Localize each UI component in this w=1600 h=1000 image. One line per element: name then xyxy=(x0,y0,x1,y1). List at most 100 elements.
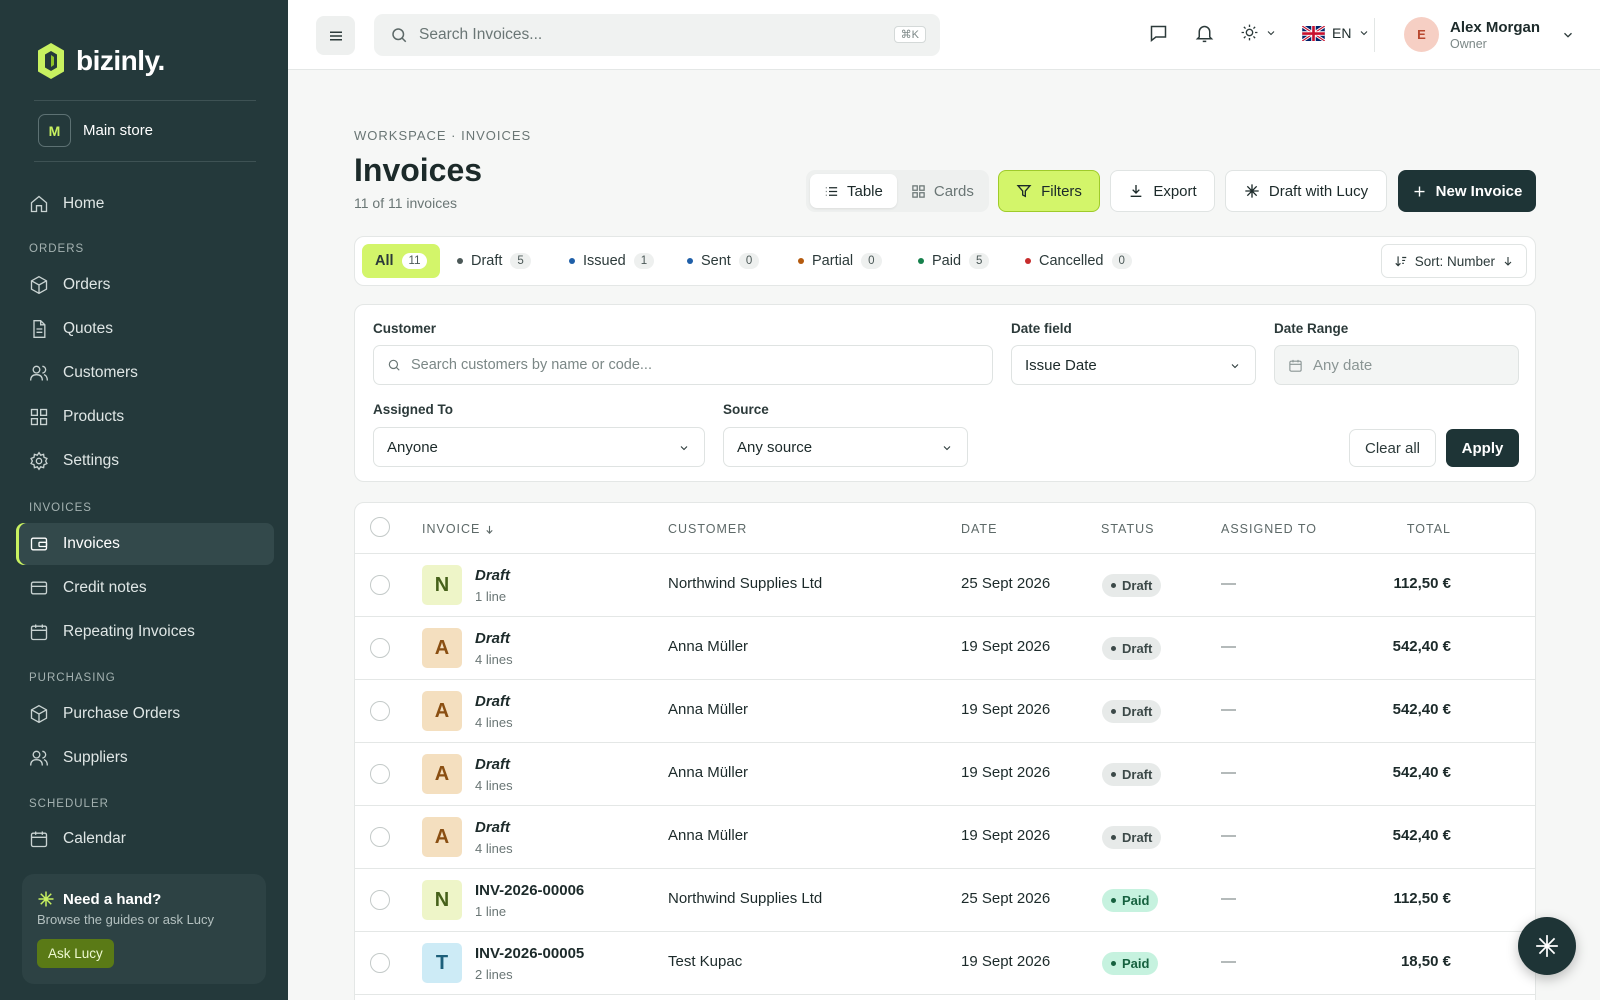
invoice-date: 19 Sept 2026 xyxy=(961,701,1051,718)
table-row[interactable]: A Draft 4 lines Anna Müller 19 Sept 2026 Draf… xyxy=(355,680,1535,743)
view-table-button[interactable]: Table xyxy=(810,174,897,208)
messages-button[interactable] xyxy=(1148,23,1169,44)
row-checkbox[interactable] xyxy=(370,638,390,658)
sidebar-item-quotes[interactable]: Quotes xyxy=(16,308,274,350)
user-menu[interactable]: E Alex Morgan Owner xyxy=(1404,17,1575,52)
brand-logo[interactable]: bizinly. xyxy=(36,42,165,80)
status-label: Draft xyxy=(1122,704,1153,719)
invoice-number[interactable]: Draft xyxy=(475,567,511,584)
apply-button[interactable]: Apply xyxy=(1446,429,1519,467)
sidebar-item-label: Purchase Orders xyxy=(63,705,181,722)
customer-avatar: T xyxy=(422,943,462,983)
column-customer[interactable]: CUSTOMER xyxy=(668,522,747,536)
menu-toggle-button[interactable] xyxy=(316,16,355,55)
language-switcher[interactable]: EN xyxy=(1302,25,1370,41)
status-chip-cancelled[interactable]: Cancelled 0 xyxy=(1012,244,1145,278)
status-label: Paid xyxy=(1122,893,1150,908)
ask-lucy-button[interactable]: Ask Lucy xyxy=(37,939,114,968)
invoice-number[interactable]: Draft xyxy=(475,819,511,836)
sidebar-item-calendar[interactable]: Calendar xyxy=(16,818,274,860)
table-row[interactable]: T INV-2026-00005 2 lines Test Kupac 19 Sept … xyxy=(355,932,1535,995)
section-label-scheduler: SCHEDULER xyxy=(29,798,109,810)
filter-icon xyxy=(1016,185,1032,198)
store-switcher[interactable]: M Main store xyxy=(38,114,153,147)
sort-dropdown[interactable]: Sort: Number xyxy=(1380,244,1527,278)
column-date[interactable]: DATE xyxy=(961,522,997,536)
invoice-number[interactable]: Draft xyxy=(475,630,511,647)
column-status[interactable]: STATUS xyxy=(1101,522,1154,536)
assigned-to: — xyxy=(1221,701,1236,718)
chevron-down-icon xyxy=(1267,30,1275,35)
gear-icon xyxy=(30,451,48,471)
new-invoice-button[interactable]: New Invoice xyxy=(1398,170,1536,212)
column-invoice[interactable]: INVOICE xyxy=(422,522,495,536)
invoice-number[interactable]: Draft xyxy=(475,693,511,710)
invoice-date: 19 Sept 2026 xyxy=(961,827,1051,844)
export-button[interactable]: Export xyxy=(1110,170,1215,212)
column-total[interactable]: TOTAL xyxy=(1407,522,1451,536)
status-chip-partial[interactable]: Partial 0 xyxy=(785,244,895,278)
sidebar-item-orders[interactable]: Orders xyxy=(16,264,274,306)
sidebar-item-settings[interactable]: Settings xyxy=(16,440,274,482)
sidebar-item-customers[interactable]: Customers xyxy=(16,352,274,394)
theme-switcher[interactable] xyxy=(1240,23,1277,42)
status-chip-label: Draft xyxy=(471,253,503,269)
date-range-picker[interactable]: Any date xyxy=(1274,345,1519,385)
table-row[interactable]: N INV-2026-00006 1 line Northwind Supplies … xyxy=(355,869,1535,932)
assigned-select[interactable]: Anyone xyxy=(373,427,705,467)
row-checkbox[interactable] xyxy=(370,953,390,973)
sidebar-item-suppliers[interactable]: Suppliers xyxy=(16,737,274,779)
sidebar-item-label: Credit notes xyxy=(63,579,147,596)
table-row[interactable]: N Draft 1 line Northwind Supplies Ltd 25 Sep… xyxy=(355,554,1535,617)
view-cards-button[interactable]: Cards xyxy=(897,174,988,208)
row-checkbox[interactable] xyxy=(370,890,390,910)
global-search[interactable]: ⌘K xyxy=(374,14,940,56)
search-input[interactable] xyxy=(419,26,889,44)
filters-button[interactable]: Filters xyxy=(998,170,1100,212)
invoice-number[interactable]: INV-2026-00006 xyxy=(475,882,585,899)
status-chip-paid[interactable]: Paid 5 xyxy=(905,244,1002,278)
sidebar-divider xyxy=(34,161,256,162)
select-all-checkbox[interactable] xyxy=(370,517,390,537)
status-chip-all[interactable]: All 11 xyxy=(362,244,441,278)
invoice-date: 25 Sept 2026 xyxy=(961,575,1051,592)
column-assigned-to[interactable]: ASSIGNED TO xyxy=(1221,522,1317,536)
sort-label: Sort: Number xyxy=(1414,253,1495,269)
invoice-number[interactable]: Draft xyxy=(475,756,511,773)
sidebar-item-repeating-invoices[interactable]: Repeating Invoices xyxy=(16,611,274,653)
date-field-label: Date field xyxy=(1011,321,1072,336)
sidebar-item-label: Settings xyxy=(63,452,120,469)
status-chip-sent[interactable]: Sent 0 xyxy=(674,244,772,278)
draft-with-lucy-button[interactable]: Draft with Lucy xyxy=(1225,170,1387,212)
sidebar-item-invoices[interactable]: Invoices xyxy=(16,523,274,565)
sidebar-item-label: Repeating Invoices xyxy=(63,623,195,640)
customer-search-input[interactable] xyxy=(411,357,979,373)
row-checkbox[interactable] xyxy=(370,575,390,595)
date-field-select[interactable]: Issue Date xyxy=(1011,345,1256,385)
section-label-purchasing: PURCHASING xyxy=(29,672,116,684)
status-dot xyxy=(687,258,693,264)
sidebar-item-products[interactable]: Products xyxy=(16,396,274,438)
row-checkbox[interactable] xyxy=(370,827,390,847)
status-chip-draft[interactable]: Draft 5 xyxy=(444,244,544,278)
status-chip-issued[interactable]: Issued 1 xyxy=(556,244,667,278)
clear-all-button[interactable]: Clear all xyxy=(1349,429,1436,467)
table-row[interactable]: A Draft 4 lines Anna Müller 19 Sept 2026 Draf… xyxy=(355,743,1535,806)
invoice-number[interactable]: INV-2026-00005 xyxy=(475,945,585,962)
table-row[interactable]: A Draft 4 lines Anna Müller 19 Sept 2026 Draf… xyxy=(355,617,1535,680)
table-row[interactable]: A Draft 4 lines Anna Müller 19 Sept 2026 Draf… xyxy=(355,806,1535,869)
source-select[interactable]: Any source xyxy=(723,427,968,467)
source-filter-label: Source xyxy=(723,402,769,417)
sidebar-item-credit-notes[interactable]: Credit notes xyxy=(16,567,274,609)
row-checkbox[interactable] xyxy=(370,764,390,784)
notifications-button[interactable] xyxy=(1194,23,1215,44)
row-checkbox[interactable] xyxy=(370,701,390,721)
invoice-date: 25 Sept 2026 xyxy=(961,890,1051,907)
lucy-assistant-button[interactable] xyxy=(1518,917,1576,975)
customer-filter[interactable] xyxy=(373,345,993,385)
invoice-total: 542,40 € xyxy=(1392,764,1451,781)
sidebar-item-purchase-orders[interactable]: Purchase Orders xyxy=(16,693,274,735)
sidebar-item-home[interactable]: Home xyxy=(16,183,274,225)
calendar-icon xyxy=(30,624,48,641)
status-dot xyxy=(1111,835,1116,840)
